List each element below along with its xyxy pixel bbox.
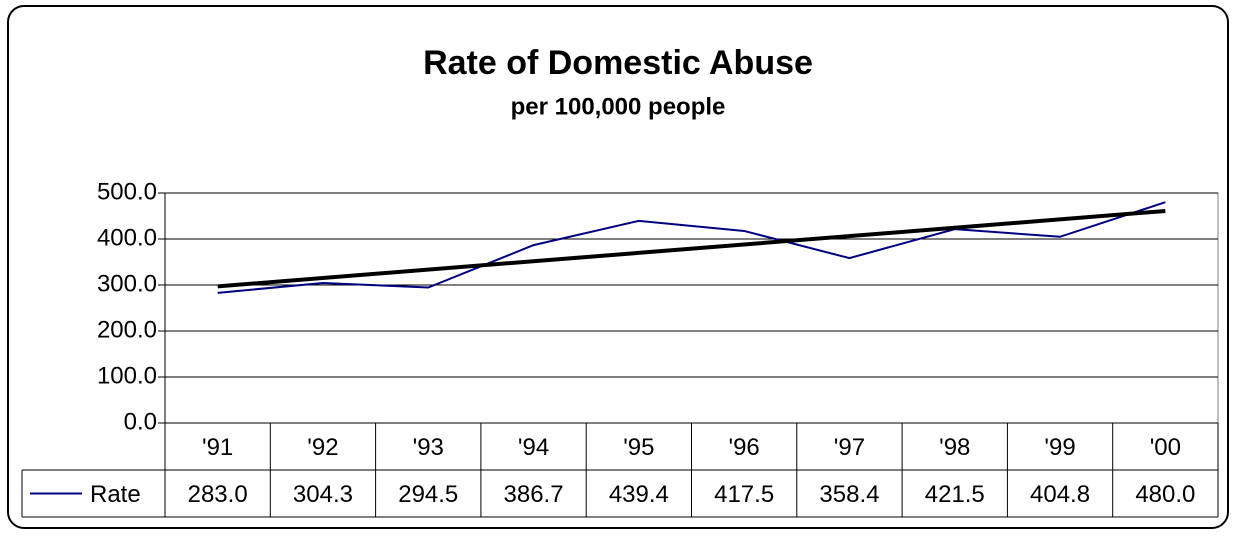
chart-subtitle: per 100,000 people xyxy=(511,93,726,120)
x-tick-label: '94 xyxy=(518,434,549,461)
data-label: 294.5 xyxy=(398,481,458,508)
y-tick-label: 500.0 xyxy=(97,178,157,205)
y-tick-label: 0.0 xyxy=(124,408,157,435)
data-label: 404.8 xyxy=(1030,481,1090,508)
y-tick-label: 400.0 xyxy=(97,224,157,251)
x-tick-label: '98 xyxy=(939,434,970,461)
x-tick-label: '93 xyxy=(413,434,444,461)
y-tick-label: 100.0 xyxy=(97,362,157,389)
data-label: 480.0 xyxy=(1135,481,1195,508)
chart-border xyxy=(7,5,1229,529)
trendline xyxy=(217,208,1166,289)
legend-label: Rate xyxy=(90,481,141,508)
data-label: 358.4 xyxy=(819,481,879,508)
x-tick-label: '96 xyxy=(729,434,760,461)
x-tick-label: '91 xyxy=(202,434,233,461)
data-label: 304.3 xyxy=(293,481,353,508)
chart-title: Rate of Domestic Abuse xyxy=(423,44,813,82)
data-label: 439.4 xyxy=(609,481,669,508)
data-line xyxy=(217,201,1166,294)
x-tick-label: '95 xyxy=(623,434,654,461)
x-tick-label: '92 xyxy=(307,434,338,461)
data-label: 283.0 xyxy=(188,481,248,508)
data-label: 386.7 xyxy=(504,481,564,508)
x-tick-label: '00 xyxy=(1150,434,1181,461)
data-label: 421.5 xyxy=(925,481,985,508)
y-tick-label: 200.0 xyxy=(97,316,157,343)
x-tick-label: '99 xyxy=(1044,434,1075,461)
x-tick-label: '97 xyxy=(834,434,865,461)
data-label: 417.5 xyxy=(714,481,774,508)
y-tick-label: 300.0 xyxy=(97,270,157,297)
